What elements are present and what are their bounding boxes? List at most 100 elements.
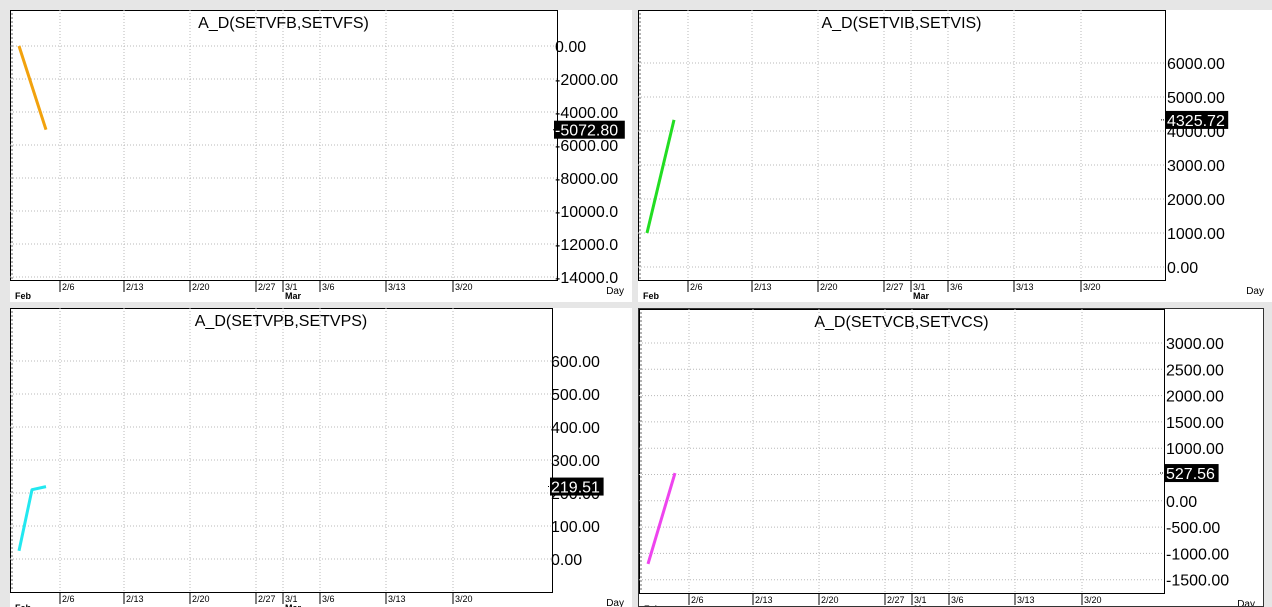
last-value-badge [550,477,604,496]
chart-panel-setvi[interactable]: 2/6 2/13 2/20 2/27 3/1 3/6 3/13 3/20 Feb Mar 6000.… [638,10,1272,302]
last-value-badge [1165,464,1219,483]
last-value-label: 219.51 [551,480,600,497]
x-month-label: Feb [644,604,661,606]
plot-frame [639,309,1165,594]
y-tick-label: 600.00 [551,354,600,371]
chart-svg: 2/6 2/13 2/20 2/27 3/1 3/6 3/13 3/20 Feb Mar 600.0… [10,308,624,607]
y-tick-label: 1000.00 [1166,441,1224,458]
x-tick-label: 3/6 [950,282,963,292]
x-tick-label: 2/6 [62,594,75,604]
y-tick-label: 0.00 [551,552,582,569]
x-month-label: Mar [914,604,931,606]
x-tick-label: 2/6 [690,282,703,292]
y-tick-label: 100.00 [551,519,600,536]
last-value-badge [554,120,625,139]
y-tick-label: -14000.0 [555,270,618,287]
last-value-label: -5072.80 [555,123,618,140]
x-tick-label: 3/20 [1083,282,1101,292]
x-tick-label: 3/6 [322,282,335,292]
plot-frame [638,10,1166,281]
period-label: Day [1246,286,1264,297]
x-tick-label: 2/20 [192,282,210,292]
x-month-label: Mar [285,291,302,301]
x-tick-label: 2/20 [192,594,210,604]
last-value-label: 4325.72 [1167,113,1225,130]
chart-svg: 2/6 2/13 2/20 2/27 3/1 3/6 3/13 3/20 Feb Mar 0.00 -… [10,10,625,301]
y-tick-label: 0.00 [1166,494,1197,511]
x-tick-label: 2/13 [126,282,144,292]
series-line [17,485,47,552]
x-month-label: Mar [913,291,930,301]
x-tick-label: 3/1 [914,595,927,605]
chart-title: A_D(SETVCB,SETVCS) [814,314,988,331]
series-line [646,472,677,565]
y-tick-label: 6000.00 [1167,56,1225,73]
y-tick-label: 500.00 [551,387,600,404]
x-tick-label: 3/6 [951,595,964,605]
x-tick-label: 3/13 [1017,595,1035,605]
chart-title: A_D(SETVFB,SETVFS) [198,15,369,32]
y-tick-label: 0.00 [555,39,586,56]
y-tick-label: 1500.00 [1166,415,1224,432]
x-tick-label: 3/6 [322,594,335,604]
x-tick-label: 2/13 [754,282,772,292]
y-tick-label: 2500.00 [1166,362,1224,379]
y-tick-label: -8000.00 [555,171,618,188]
y-tick-label: -1500.00 [1166,573,1229,590]
x-month-label: Feb [643,291,660,301]
x-tick-label: 2/27 [258,594,276,604]
x-tick-label: 2/13 [126,594,144,604]
y-tick-label: 0.00 [1167,260,1198,277]
x-tick-label: 2/6 [62,282,75,292]
y-tick-label: -1000.00 [1166,546,1229,563]
last-value-badge [1166,110,1229,129]
x-month-label: Feb [15,291,32,301]
y-tick-label: -4000.00 [555,105,618,122]
period-label: Day [606,598,624,607]
x-tick-label: 3/20 [455,282,473,292]
last-value-label: 527.56 [1166,466,1215,483]
chart-svg: 2/6 2/13 2/20 2/27 3/1 3/6 3/13 3/20 Feb Mar 6000.… [638,10,1264,301]
x-tick-label: 3/13 [388,594,406,604]
x-tick-label: 2/27 [886,282,904,292]
y-tick-label: 3000.00 [1166,336,1224,353]
x-tick-label: 3/20 [455,594,473,604]
y-tick-label: -10000.0 [555,204,618,221]
x-tick-label: 2/20 [821,595,839,605]
chart-title: A_D(SETVPB,SETVPS) [195,313,368,330]
period-label: Day [1237,599,1255,606]
y-tick-label: 1000.00 [1167,226,1225,243]
x-month-label: Feb [15,603,32,607]
series-line [645,119,676,234]
plot-frame [10,308,553,593]
x-tick-label: 2/20 [820,282,838,292]
x-tick-label: 3/1 [285,282,298,292]
series-line [17,45,48,131]
x-tick-label: 3/1 [285,594,298,604]
x-tick-label: 3/1 [913,282,926,292]
x-tick-label: 3/13 [1016,282,1034,292]
x-tick-label: 2/13 [755,595,773,605]
y-tick-label: 300.00 [551,453,600,470]
x-tick-label: 3/13 [388,282,406,292]
y-tick-label: -6000.00 [555,138,618,155]
chart-title: A_D(SETVIB,SETVIS) [821,15,981,32]
y-tick-label: 2000.00 [1167,192,1225,209]
x-tick-label: 2/27 [258,282,276,292]
chart-panel-setvf[interactable]: 2/6 2/13 2/20 2/27 3/1 3/6 3/13 3/20 Feb Mar 0.00 -… [10,10,632,302]
chart-panel-setvc[interactable]: 2/6 2/13 2/20 2/27 3/1 3/6 3/13 3/20 Feb Mar 3000.… [638,308,1264,607]
x-tick-label: 2/27 [887,595,905,605]
y-tick-label: 400.00 [551,420,600,437]
period-label: Day [606,286,624,297]
x-tick-label: 3/20 [1084,595,1102,605]
y-tick-label: 2000.00 [1166,389,1224,406]
y-tick-label: -2000.00 [555,72,618,89]
chart-svg: 2/6 2/13 2/20 2/27 3/1 3/6 3/13 3/20 Feb Mar 3000.… [639,309,1255,606]
x-month-label: Mar [285,603,302,607]
y-tick-label: 3000.00 [1167,158,1225,175]
x-tick-label: 2/6 [691,595,704,605]
y-tick-label: -12000.0 [555,237,618,254]
chart-panel-setvp[interactable]: 2/6 2/13 2/20 2/27 3/1 3/6 3/13 3/20 Feb Mar 600.0… [10,308,632,607]
y-tick-label: -500.00 [1166,520,1220,537]
